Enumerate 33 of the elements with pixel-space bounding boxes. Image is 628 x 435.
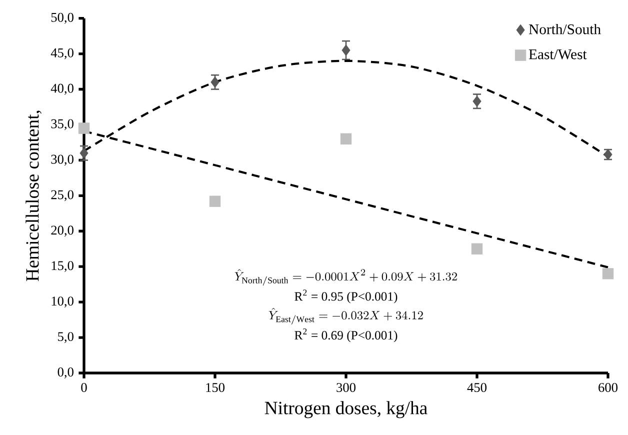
annotation: $\hat{Y}_{\mathrm{East/West}} = -0.032X + 34.12$ [268,308,423,324]
point [340,133,352,145]
point [210,76,220,88]
y-tick-label: 50,0 [51,12,74,24]
y-tick-label: 10,0 [52,296,74,308]
y-axis-title: Hemicellulose content, [26,110,42,282]
x-tick-label: 600 [598,383,618,392]
point [471,243,483,254]
y-tick-label: 35,0 [51,119,74,130]
y-tick-label: 25,0 [51,190,74,202]
point [209,196,221,207]
legend-label: East/West [528,49,587,60]
y-tick-label: 0,0 [58,368,74,378]
point [472,96,482,107]
y-tick-label: 45,0 [50,48,74,60]
x-tick-label: 150 [206,383,225,392]
x-tick-label: 300 [336,383,356,392]
y-tick-label: 20,0 [51,226,74,237]
annotation: $\hat{Y}_{\mathrm{North/South}} = -0.0001X^{2} + 0.09X + 31.32$ [234,269,457,286]
y-tick-label: 40,0 [50,84,74,95]
point [78,122,90,134]
x-axis-title: Nitrogen doses, kg/ha [264,401,428,418]
annotation: R$^{2}$ = 0.69 (P<0.001) [294,328,398,342]
point [602,268,614,280]
y-tick-label: 5,0 [58,332,74,343]
point [342,44,350,56]
y-tick-label: 30,0 [51,154,74,166]
x-tick-label: 450 [467,383,486,392]
y-tick-label: 15,0 [52,261,74,272]
legend-label: North/South [528,24,601,34]
x-tick-label: 0 [81,383,87,392]
point [80,147,88,159]
annotation: R$^{2}$ = 0.95 (P<0.001) [294,290,398,304]
